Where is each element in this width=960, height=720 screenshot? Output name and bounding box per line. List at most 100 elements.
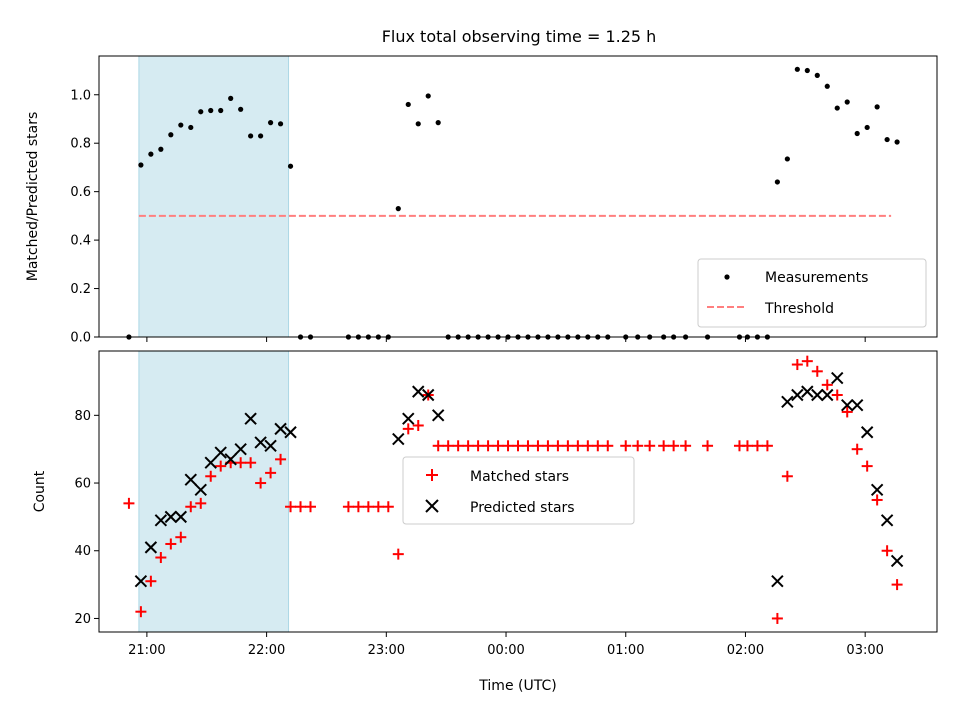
measurement-point: [804, 67, 810, 74]
matched-stars-point: [751, 440, 763, 452]
predicted-stars-point: [412, 385, 425, 398]
predicted-stars-point: [422, 388, 435, 402]
matched-stars-point: [382, 501, 394, 513]
matched-stars-point: [472, 440, 484, 452]
matched-stars-point: [562, 440, 574, 452]
predicted-stars-point: [791, 388, 804, 402]
x-tick-label: 21:00: [128, 643, 165, 658]
predicted-stars-point: [284, 426, 297, 439]
bottom-shaded-region: [138, 350, 290, 633]
measurement-point: [844, 99, 850, 105]
predicted-stars-point: [184, 473, 197, 486]
matched-stars-point: [362, 501, 374, 513]
legend-threshold-label: Threshold: [764, 301, 834, 317]
measurement-point: [854, 130, 860, 137]
predicted-stars-point: [880, 514, 894, 527]
predicted-stars-point: [831, 371, 844, 385]
predicted-stars-point: [821, 388, 834, 402]
x-tick-label: 22:00: [248, 643, 285, 658]
matched-stars-point: [245, 457, 257, 469]
measurement-point: [148, 151, 154, 157]
y-tick-label: 0.2: [70, 282, 91, 297]
predicted-stars-point: [224, 453, 237, 466]
y-tick-label: 0.0: [70, 331, 91, 346]
top-x-ticks: [146, 337, 866, 342]
matched-stars-point: [741, 440, 753, 452]
matched-stars-point: [185, 501, 197, 513]
matched-stars-point: [791, 359, 803, 371]
matched-stars-point: [644, 440, 656, 452]
predicted-stars-point: [264, 439, 277, 453]
measurement-point: [814, 72, 820, 78]
matched-stars-point: [352, 501, 364, 513]
matched-stars-point: [811, 365, 823, 377]
matched-stars-point: [841, 406, 853, 418]
predicted-stars-point: [204, 456, 217, 469]
matched-stars-point: [135, 606, 147, 618]
matched-stars-point: [255, 477, 267, 489]
predicted-stars-point: [402, 412, 415, 425]
matched-stars-point: [552, 440, 564, 452]
matched-stars-point: [632, 440, 644, 452]
matched-stars-point: [702, 440, 714, 452]
matched-stars-point: [442, 440, 454, 452]
matched-stars-point: [402, 423, 414, 435]
predicted-stars-point: [841, 398, 854, 412]
predicted-stars-point: [244, 412, 257, 425]
matched-stars-point: [215, 460, 227, 472]
matched-stars-point: [285, 501, 297, 513]
top-legend: Measurements Threshold: [697, 258, 927, 328]
bottom-y-axis-label: Count: [32, 470, 48, 512]
measurement-point: [238, 106, 244, 112]
predicted-stars-series: [134, 371, 904, 588]
top-y-ticks: 0.0 0.2 0.4 0.6 0.8 1.0: [70, 88, 99, 346]
matched-stars-point: [492, 440, 504, 452]
predicted-stars-point: [431, 409, 445, 422]
top-shaded-region: [138, 55, 290, 338]
predicted-stars-point: [154, 514, 168, 527]
measurement-point: [784, 156, 790, 162]
matched-stars-point: [771, 612, 783, 624]
matched-stars-point: [851, 443, 863, 455]
measurement-point: [258, 133, 264, 139]
legend-matched-label: Matched stars: [470, 469, 569, 485]
measurement-point: [884, 136, 890, 143]
matched-stars-point: [265, 467, 277, 479]
matched-stars-point: [532, 440, 544, 452]
x-tick-label: 02:00: [727, 643, 764, 658]
measurement-point: [228, 95, 234, 101]
top-y-axis-label: Matched/Predicted stars: [25, 112, 41, 282]
measurement-point: [894, 139, 900, 145]
x-tick-label: 01:00: [607, 643, 644, 658]
x-tick-label: 03:00: [846, 643, 883, 658]
predicted-stars-point: [801, 385, 814, 398]
matched-stars-point: [482, 440, 494, 452]
matched-stars-point: [175, 531, 187, 543]
matched-stars-point: [392, 548, 404, 560]
matched-stars-point: [668, 440, 680, 452]
measurement-point: [218, 107, 224, 114]
y-tick-label: 0.8: [70, 137, 91, 152]
matched-stars-point: [572, 440, 584, 452]
matched-stars-point: [304, 501, 316, 513]
measurement-point: [774, 179, 780, 185]
measurement-point: [824, 83, 830, 89]
matched-stars-point: [542, 440, 554, 452]
measurement-point: [415, 121, 421, 127]
bottom-panel: 20 40 60 80 21:00 22:00 23:00 00:00 01:00 02:00 0…: [32, 350, 938, 694]
predicted-stars-point: [274, 422, 287, 436]
predicted-stars-point: [781, 395, 794, 408]
matched-stars-point: [372, 501, 384, 513]
x-tick-label: 23:00: [368, 643, 405, 658]
bottom-legend-frame: [402, 456, 635, 525]
bottom-y-ticks: 20 40 60 80: [74, 409, 99, 627]
matched-stars-point: [205, 470, 217, 482]
measurement-point: [188, 124, 194, 131]
matched-stars-point: [861, 460, 873, 472]
matched-stars-point: [462, 440, 474, 452]
measurement-point: [198, 109, 204, 115]
matched-stars-point: [342, 501, 354, 513]
y-tick-label: 1.0: [70, 88, 91, 103]
predicted-stars-point: [214, 446, 227, 459]
